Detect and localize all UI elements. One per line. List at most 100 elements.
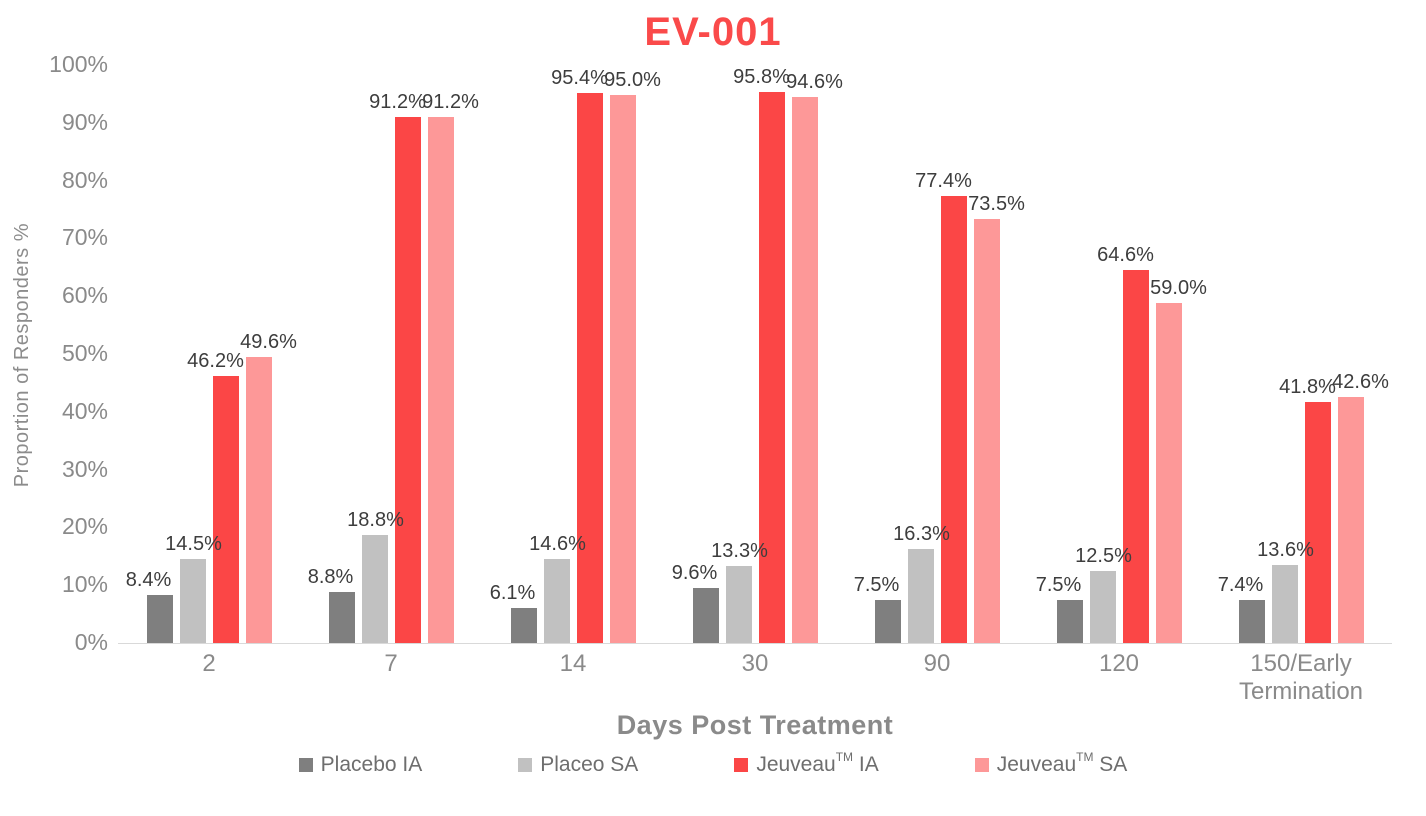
bar-data-label: 46.2% (187, 350, 244, 373)
bar[interactable] (907, 548, 934, 643)
bar-unit: 95.4% (551, 66, 608, 643)
bar-data-label: 8.8% (307, 566, 354, 589)
bar[interactable] (576, 92, 603, 643)
bar-unit: 6.1% (490, 66, 537, 643)
bar[interactable] (146, 594, 173, 643)
bar-data-label: 9.6% (671, 561, 718, 584)
trademark-superscript: TM (1076, 750, 1094, 764)
y-tick-label: 30% (61, 455, 108, 482)
bar-data-label: 91.2% (369, 90, 426, 113)
bar[interactable] (725, 566, 752, 643)
y-tick-label: 90% (61, 108, 108, 135)
bar-unit: 16.3% (893, 66, 950, 643)
bar-unit: 7.4% (1218, 66, 1265, 643)
bar-data-label: 13.3% (711, 540, 768, 563)
legend-swatch (974, 758, 989, 772)
bar-group: 7.4% 13.6% 41.8% 42.6% (1210, 66, 1392, 643)
bar-data-label: 95.4% (551, 66, 608, 89)
bar[interactable] (940, 196, 967, 643)
bar-group: 7.5% 12.5% 64.6% 59.0% (1028, 66, 1210, 643)
legend-label: Placebo IA (320, 753, 423, 776)
bar-unit: 42.6% (1332, 66, 1389, 643)
bar[interactable] (791, 97, 818, 643)
bar[interactable] (245, 356, 272, 643)
bar-unit: 7.5% (854, 66, 901, 643)
bar[interactable] (361, 534, 388, 643)
bar-unit: 14.5% (165, 66, 222, 643)
x-axis-title: Days Post Treatment (616, 710, 894, 740)
bar-unit: 13.6% (1257, 66, 1314, 643)
legend-item[interactable]: JeuveauTM SA (974, 750, 1128, 777)
bar[interactable] (427, 116, 454, 643)
trademark-superscript: TM (835, 750, 854, 764)
bar-data-label: 12.5% (1075, 544, 1132, 567)
x-tick-label: 150/Early Termination (1238, 650, 1364, 705)
bar-data-label: 91.2% (422, 90, 479, 113)
bar-unit: 49.6% (240, 66, 297, 643)
chart-area: Proportion of Responders % 0% 10% 20% 30% 40… (0, 51, 1426, 655)
bar-data-label: 59.0% (1150, 276, 1207, 299)
y-axis-title-wrap: Proportion of Responders % (0, 66, 44, 644)
bar-data-label: 95.8% (733, 66, 790, 88)
legend-item[interactable]: Placeo SA (518, 753, 638, 777)
bar-data-label: 18.8% (347, 508, 404, 531)
bar[interactable] (394, 116, 421, 643)
bar-unit: 91.2% (422, 66, 479, 643)
bar[interactable] (1271, 564, 1298, 643)
bar-unit: 14.6% (529, 66, 586, 643)
bar-data-label: 6.1% (489, 581, 536, 604)
bar-unit: 18.8% (347, 66, 404, 643)
bar[interactable] (1056, 599, 1083, 643)
legend-item[interactable]: JeuveauTM IA (734, 750, 879, 777)
bar[interactable] (1337, 397, 1364, 643)
bar[interactable] (212, 376, 239, 643)
bar[interactable] (874, 599, 901, 643)
y-tick-label: 100% (49, 51, 108, 77)
y-tick-label: 70% (61, 224, 108, 251)
bar-group: 9.6% 13.3% 95.8% 94.6% (664, 66, 846, 643)
legend-item[interactable]: Placebo IA (298, 753, 423, 777)
bar-unit: 13.3% (711, 66, 768, 643)
bar-unit: 12.5% (1075, 66, 1132, 643)
bar-group: 7.5% 16.3% 77.4% 73.5% (846, 66, 1028, 643)
bar[interactable] (758, 92, 785, 643)
bar[interactable] (1238, 600, 1265, 643)
bar[interactable] (1304, 401, 1331, 643)
bar-data-label: 14.6% (529, 532, 586, 555)
chart-title: EV-001 (644, 10, 782, 54)
y-tick-label: 20% (61, 513, 108, 540)
bar[interactable] (328, 592, 355, 643)
bar-unit: 46.2% (187, 66, 244, 643)
bar-unit: 77.4% (915, 66, 972, 643)
bar-group: 8.8% 18.8% 91.2% 91.2% (300, 66, 482, 643)
bar-unit: 73.5% (968, 66, 1025, 643)
legend-label: JeuveauTM SA (996, 750, 1128, 776)
x-tick-label: 2 (202, 650, 216, 677)
x-tick-label: 120 (1098, 650, 1140, 677)
bar[interactable] (973, 218, 1000, 643)
bar[interactable] (1155, 302, 1182, 643)
bar-data-label: 7.5% (1035, 573, 1082, 596)
bar-data-label: 8.4% (125, 568, 172, 591)
y-tick-label: 50% (61, 340, 108, 366)
legend-swatch (298, 758, 313, 772)
x-tick-label: 7 (384, 650, 398, 677)
bar-unit: 64.6% (1097, 66, 1154, 643)
legend-swatch (734, 758, 749, 772)
bar[interactable] (510, 607, 537, 643)
bar[interactable] (692, 587, 719, 643)
bar[interactable] (543, 558, 570, 643)
x-tick-label: 14 (559, 650, 587, 677)
bar[interactable] (1122, 270, 1149, 643)
bar[interactable] (609, 94, 636, 643)
legend: Placebo IA Placeo SA JeuveauTM IA JeuveauTM… (0, 750, 1426, 777)
bar[interactable] (179, 559, 206, 643)
bar-unit: 59.0% (1150, 66, 1207, 643)
bar-data-label: 77.4% (915, 170, 972, 193)
bar-unit: 9.6% (672, 66, 719, 643)
bar-group: 8.4% 14.5% 46.2% 49.6% (118, 66, 300, 643)
y-tick-label: 60% (61, 282, 108, 309)
bar[interactable] (1089, 570, 1116, 643)
legend-label: JeuveauTM IA (756, 750, 879, 776)
